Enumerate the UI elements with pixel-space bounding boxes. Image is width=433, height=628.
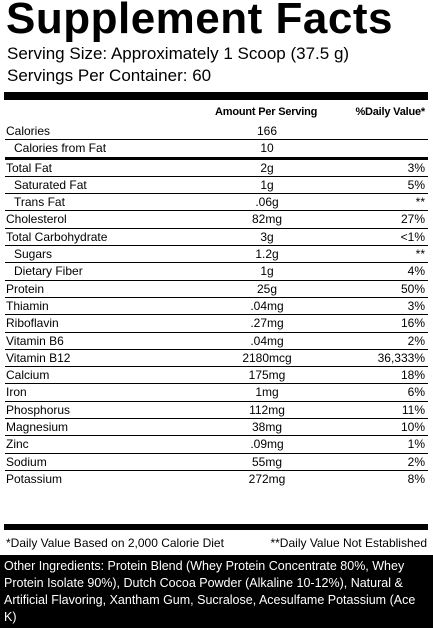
nutrient-amount: 1g xyxy=(260,177,274,192)
nutrient-daily-value: ** xyxy=(415,247,425,262)
nutrient-daily-value: 16% xyxy=(400,316,425,331)
nutrient-amount: 175mg xyxy=(248,368,286,383)
nutrient-label: Magnesium xyxy=(6,420,69,435)
table-row: Cholesterol 82mg 27% xyxy=(5,210,428,227)
daily-value-header: %Daily Value* xyxy=(355,106,425,118)
table-row: Calories from Fat 10 xyxy=(5,139,428,156)
nutrient-label: Sugars xyxy=(14,247,53,262)
nutrient-daily-value: 1% xyxy=(407,437,425,452)
nutrient-label: Saturated Fat xyxy=(14,177,87,192)
table-row: Magnesium 38mg 10% xyxy=(5,418,428,435)
nutrient-daily-value: 36,333% xyxy=(377,350,425,365)
table-row: Calcium 175mg 18% xyxy=(5,366,428,383)
nutrient-amount: 82mg xyxy=(251,212,283,227)
table-row: Sugars 1.2g ** xyxy=(5,245,428,262)
table-row: Thiamin .04mg 3% xyxy=(5,296,428,314)
nutrient-label: Vitamin B12 xyxy=(6,350,71,365)
nutrient-label: Riboflavin xyxy=(6,316,59,331)
table-row: Zinc .09mg 1% xyxy=(5,435,428,452)
table-row: Riboflavin .27mg 16% xyxy=(5,314,428,331)
table-row: Vitamin B12 2180mcg 36,333% xyxy=(5,348,428,366)
nutrient-daily-value: 11% xyxy=(401,402,425,417)
nutrient-amount: 3g xyxy=(260,229,274,244)
footnote-divider xyxy=(4,524,428,530)
table-row: Total Carbohydrate 3g <1% xyxy=(5,227,428,245)
nutrient-amount: 1.2g xyxy=(255,247,279,262)
nutrient-label: Total Carbohydrate xyxy=(6,229,108,244)
other-ingredients-text: Other Ingredients: Protein Blend (Whey P… xyxy=(4,559,416,624)
nutrient-label: Iron xyxy=(6,385,27,400)
nutrient-label: Trans Fat xyxy=(14,195,65,210)
nutrient-amount: 166 xyxy=(256,124,278,138)
nutrient-daily-value: 18% xyxy=(400,368,425,383)
amount-header: Amount Per Serving xyxy=(215,106,318,118)
table-row: Calories 166 xyxy=(5,123,428,139)
nutrient-amount: 38mg xyxy=(251,420,283,435)
nutrient-amount: 25g xyxy=(256,281,278,296)
thick-divider xyxy=(4,92,428,100)
nutrient-daily-value: 3% xyxy=(407,160,425,175)
nutrient-label: Potassium xyxy=(6,471,63,486)
nutrient-amount: .04mg xyxy=(250,298,284,313)
nutrient-label: Calories xyxy=(6,124,51,138)
not-established-footnote: **Daily Value Not Established xyxy=(270,536,427,550)
nutrient-label: Cholesterol xyxy=(6,212,67,227)
nutrient-daily-value: 4% xyxy=(407,264,425,279)
nutrient-daily-value: 27% xyxy=(400,212,425,227)
nutrient-label: Vitamin B6 xyxy=(6,333,64,348)
nutrient-daily-value: 8% xyxy=(407,471,425,486)
nutrient-daily-value: 50% xyxy=(400,281,425,296)
nutrient-label: Thiamin xyxy=(6,298,49,313)
table-row: Protein 25g 50% xyxy=(5,279,428,297)
page-title: Supplement Facts xyxy=(6,0,393,43)
nutrient-label: Total Fat xyxy=(6,160,53,175)
nutrient-label: Zinc xyxy=(6,437,29,452)
nutrient-amount: .04mg xyxy=(250,333,284,348)
nutrient-amount: 55mg xyxy=(251,454,283,469)
nutrient-daily-value: 6% xyxy=(407,385,425,400)
servings-per-container: Servings Per Container: 60 xyxy=(7,66,212,85)
table-row: Potassium 272mg 8% xyxy=(5,469,428,487)
nutrient-label: Dietary Fiber xyxy=(14,264,83,279)
nutrient-amount: .09mg xyxy=(250,437,284,452)
table-row: Saturated Fat 1g 5% xyxy=(5,175,428,193)
table-row: Sodium 55mg 2% xyxy=(5,452,428,470)
table-row: Trans Fat .06g ** xyxy=(5,193,428,210)
nutrient-daily-value: 2% xyxy=(407,333,425,348)
nutrient-daily-value: 5% xyxy=(407,177,425,192)
nutrient-amount: 1mg xyxy=(255,385,279,400)
table-row: Vitamin B6 .04mg 2% xyxy=(5,331,428,349)
table-row: Iron 1mg 6% xyxy=(5,383,428,400)
serving-size: Serving Size: Approximately 1 Scoop (37.… xyxy=(7,44,350,63)
daily-value-footnote: *Daily Value Based on 2,000 Calorie Diet xyxy=(6,536,224,550)
nutrient-amount: 10 xyxy=(260,141,274,156)
table-row: Total Fat 2g 3% xyxy=(5,156,428,176)
nutrient-daily-value: 3% xyxy=(407,298,425,313)
nutrient-daily-value: ** xyxy=(415,195,425,210)
nutrient-amount: 1g xyxy=(260,264,274,279)
nutrient-daily-value: 10% xyxy=(400,420,425,435)
nutrient-daily-value: <1% xyxy=(400,229,425,244)
nutrient-amount: 272mg xyxy=(248,471,286,486)
other-ingredients-panel: Other Ingredients: Protein Blend (Whey P… xyxy=(0,555,433,628)
nutrient-label: Phosphorus xyxy=(6,402,71,417)
nutrient-label: Calcium xyxy=(6,368,50,383)
table-row: Phosphorus 112mg 11% xyxy=(5,400,428,418)
table-row: Dietary Fiber 1g 4% xyxy=(5,262,428,279)
nutrient-label: Protein xyxy=(6,281,45,296)
nutrient-label: Calories from Fat xyxy=(14,141,107,156)
nutrient-amount: .06g xyxy=(255,195,279,210)
nutrient-amount: .27mg xyxy=(250,316,284,331)
nutrient-amount: 112mg xyxy=(249,402,285,417)
nutrient-daily-value: 2% xyxy=(407,454,425,469)
nutrient-amount: 2g xyxy=(260,160,274,175)
nutrient-table: Calories 166 Calories from Fat 10 Total Fat 2… xyxy=(5,123,428,487)
nutrient-label: Sodium xyxy=(6,454,47,469)
nutrient-amount: 2180mcg xyxy=(242,350,292,365)
